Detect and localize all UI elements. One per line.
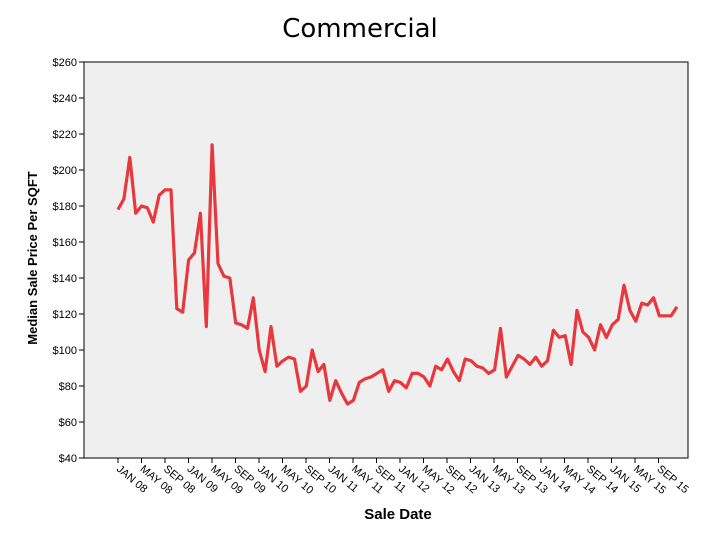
y-tick-label: $80 — [59, 381, 77, 393]
y-tick-label: $180 — [53, 201, 77, 213]
y-tick-label: $120 — [53, 309, 77, 321]
series-line — [116, 143, 679, 406]
y-axis: $40 $60 $80 $100 $120 $140 $160 $180 $200 $220 $24… — [53, 57, 84, 465]
chart-title: Commercial — [282, 14, 438, 44]
y-tick-label: $260 — [53, 57, 77, 69]
y-tick-label: $200 — [53, 165, 77, 177]
y-tick-label: $40 — [59, 453, 77, 465]
y-tick-label: $220 — [53, 129, 77, 141]
y-tick-label: $140 — [53, 273, 77, 285]
plot-area — [83, 61, 689, 459]
y-tick-label: $240 — [53, 93, 77, 105]
y-axis-label: Median Sale Price Per SQFT — [25, 171, 40, 344]
y-tick-label: $100 — [53, 345, 77, 357]
y-tick-label: $60 — [59, 417, 77, 429]
y-tick-label: $160 — [53, 237, 77, 249]
x-axis-label: Sale Date — [364, 506, 432, 523]
